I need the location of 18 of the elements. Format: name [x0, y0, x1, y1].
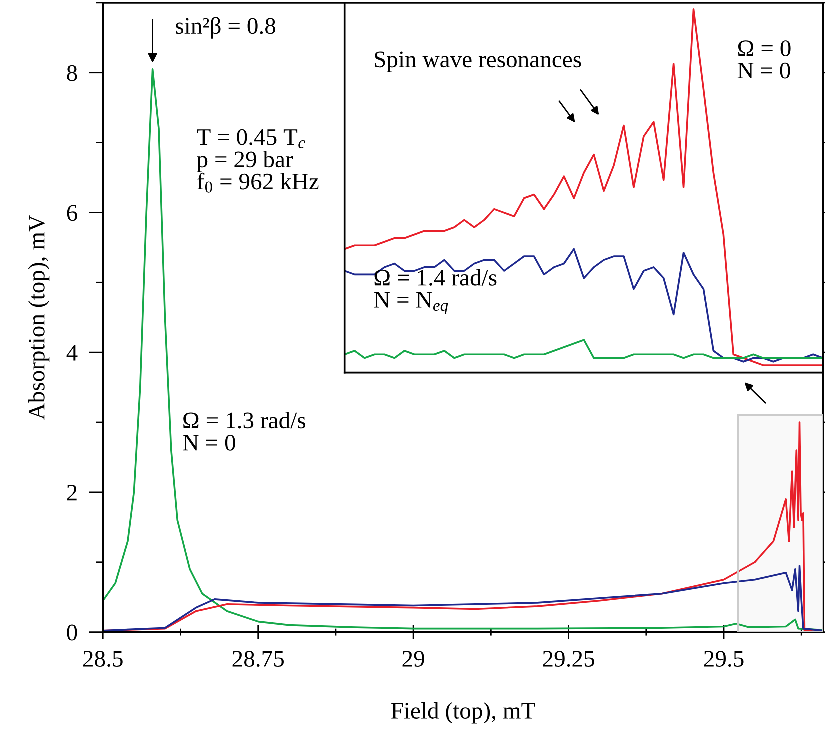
annotation: Ω = 1.4 rad/s N = N$_{eq}$ [374, 269, 497, 315]
y-tick-label: 2 [67, 485, 77, 501]
x-tick-label: 29 [402, 651, 424, 667]
annotation: Spin wave resonances [375, 52, 582, 72]
x-tick-label: 29.5 [704, 651, 744, 668]
y-tick-label: 8 [67, 65, 78, 82]
x-tick-label: 28.75 [232, 651, 284, 668]
y-tick-label: 6 [67, 205, 78, 222]
x-tick-label: 28.5 [84, 651, 123, 668]
annotation: Ω = 0 N = 0 [738, 40, 791, 79]
y-tick-label: 4 [66, 345, 78, 361]
x-axis-title: Field (top), mT [391, 702, 536, 724]
annotation: Ω = 1.3 rad/s N = 0 [183, 412, 306, 451]
annotation: T = 0.45 T$_{c}$ p = 29 bar f$_{0}$ = 962 kHz [197, 129, 319, 193]
y-tick-label: 0 [67, 624, 78, 641]
x-tick-label: 29.25 [543, 651, 594, 668]
annotation: sin²β = 0.8 [176, 17, 276, 39]
y-axis-title: Absorption (top), mV [28, 215, 50, 420]
